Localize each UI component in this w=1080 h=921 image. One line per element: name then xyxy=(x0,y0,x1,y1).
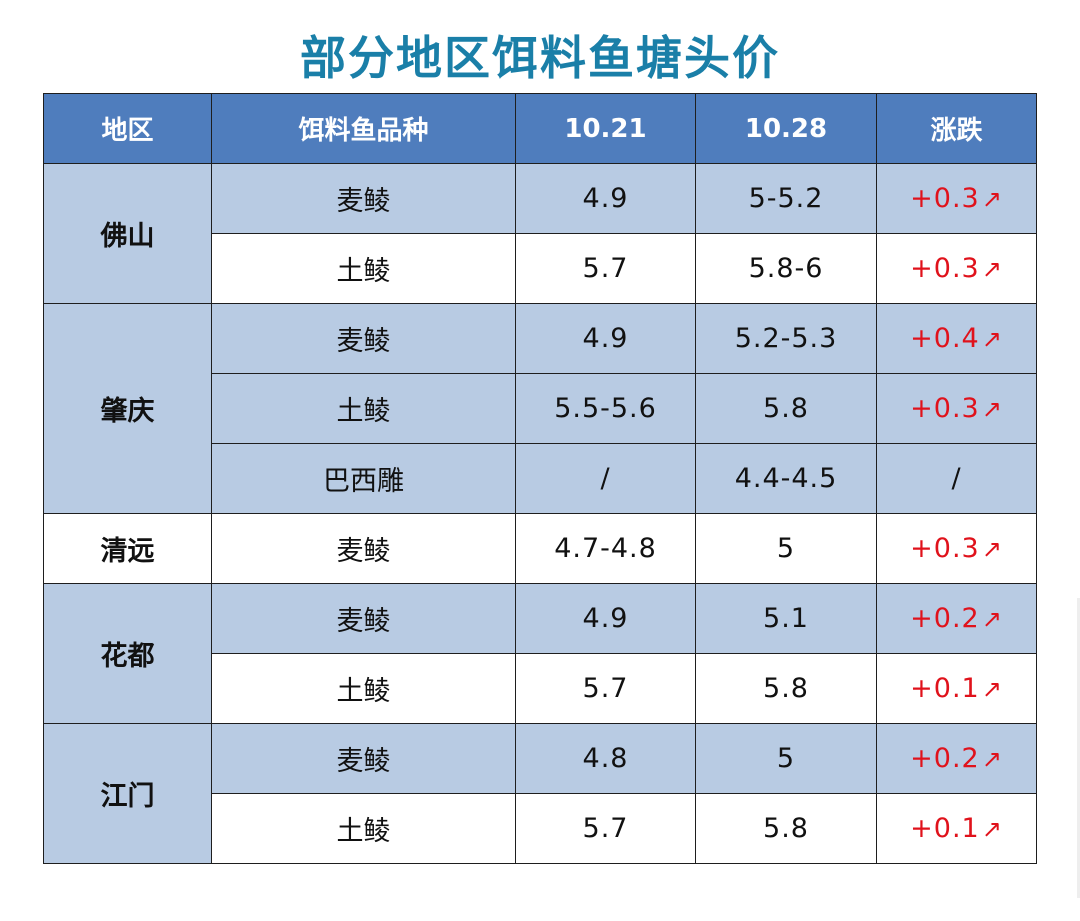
variety-cell: 麦鲮 xyxy=(211,163,516,234)
scroll-edge xyxy=(1077,598,1080,898)
price-1028-cell: 5.8 xyxy=(695,373,877,444)
price-1021-cell: 5.7 xyxy=(515,233,696,304)
region-cell: 花都 xyxy=(43,583,212,724)
arrow-up-icon: ↗ xyxy=(981,745,1003,773)
region-cell: 佛山 xyxy=(43,163,212,304)
region-cell: 清远 xyxy=(43,513,212,584)
table-row: 土鲮 5.7 5.8-6 +0.3↗ xyxy=(43,233,1037,304)
arrow-up-icon: ↗ xyxy=(981,675,1003,703)
change-cell: +0.1↗ xyxy=(876,653,1037,724)
change-value: +0.2 xyxy=(910,743,980,774)
price-1021-cell: 5.7 xyxy=(515,653,696,724)
variety-cell: 麦鲮 xyxy=(211,583,516,654)
header-region: 地区 xyxy=(43,93,212,164)
change-cell: +0.4↗ xyxy=(876,303,1037,374)
region-cell: 肇庆 xyxy=(43,303,212,514)
change-cell: +0.1↗ xyxy=(876,793,1037,864)
change-cell: +0.3↗ xyxy=(876,373,1037,444)
price-1028-cell: 5-5.2 xyxy=(695,163,877,234)
change-cell: +0.2↗ xyxy=(876,583,1037,654)
price-1021-cell: 5.5-5.6 xyxy=(515,373,696,444)
price-1028-cell: 5.8 xyxy=(695,793,877,864)
change-value: +0.3 xyxy=(910,393,980,424)
price-1028-cell: 5.2-5.3 xyxy=(695,303,877,374)
arrow-up-icon: ↗ xyxy=(981,815,1003,843)
price-1021-cell: 4.9 xyxy=(515,303,696,374)
region-cell: 江门 xyxy=(43,723,212,864)
price-1021-cell: 4.8 xyxy=(515,723,696,794)
arrow-up-icon: ↗ xyxy=(981,605,1003,633)
variety-cell: 麦鲮 xyxy=(211,303,516,374)
change-cell: +0.2↗ xyxy=(876,723,1037,794)
page-title: 部分地区饵料鱼塘头价 xyxy=(300,31,780,85)
table-row: 佛山 麦鲮 4.9 5-5.2 +0.3↗ xyxy=(43,163,1037,304)
price-1021-cell: 4.7-4.8 xyxy=(515,513,696,584)
table-row: 花都 麦鲮 4.9 5.1 +0.2↗ xyxy=(43,583,1037,724)
variety-cell: 土鲮 xyxy=(211,373,516,444)
header-variety: 饵料鱼品种 xyxy=(211,93,516,164)
price-1028-cell: 4.4-4.5 xyxy=(695,443,877,514)
arrow-up-icon: ↗ xyxy=(981,395,1003,423)
price-1021-cell: / xyxy=(515,443,696,514)
header-row: 地区 饵料鱼品种 10.21 10.28 涨跌 xyxy=(43,93,1037,164)
arrow-up-icon: ↗ xyxy=(981,255,1003,283)
price-1028-cell: 5 xyxy=(695,723,877,794)
price-1028-cell: 5.8-6 xyxy=(695,233,877,304)
price-1021-cell: 4.9 xyxy=(515,583,696,654)
arrow-up-icon: ↗ xyxy=(981,325,1003,353)
price-1028-cell: 5.8 xyxy=(695,653,877,724)
variety-cell: 土鲮 xyxy=(211,793,516,864)
change-value: +0.3 xyxy=(910,533,980,564)
change-value: +0.2 xyxy=(910,603,980,634)
price-1021-cell: 5.7 xyxy=(515,793,696,864)
change-value: +0.3 xyxy=(910,253,980,284)
variety-cell: 土鲮 xyxy=(211,233,516,304)
price-1021-cell: 4.9 xyxy=(515,163,696,234)
table-row: 清远 麦鲮 4.7-4.8 5 +0.3↗ xyxy=(43,513,1037,584)
change-cell: / xyxy=(876,443,1037,514)
price-1028-cell: 5.1 xyxy=(695,583,877,654)
change-cell: +0.3↗ xyxy=(876,233,1037,304)
change-cell: +0.3↗ xyxy=(876,163,1037,234)
header-date-1028: 10.28 xyxy=(695,93,877,164)
price-1028-cell: 5 xyxy=(695,513,877,584)
price-table: 地区 饵料鱼品种 10.21 10.28 涨跌 佛山 麦鲮 4.9 5-5.2 … xyxy=(43,93,1037,864)
table-row: 江门 麦鲮 4.8 5 +0.2↗ xyxy=(43,723,1037,864)
header-date-1021: 10.21 xyxy=(515,93,696,164)
table-row: 肇庆 麦鲮 4.9 5.2-5.3 +0.4↗ xyxy=(43,303,1037,514)
arrow-up-icon: ↗ xyxy=(981,535,1003,563)
change-value: +0.4 xyxy=(910,323,980,354)
arrow-up-icon: ↗ xyxy=(981,185,1003,213)
variety-cell: 麦鲮 xyxy=(211,513,516,584)
variety-cell: 土鲮 xyxy=(211,653,516,724)
change-value: +0.1 xyxy=(910,673,980,704)
change-value: +0.1 xyxy=(910,813,980,844)
change-cell: +0.3↗ xyxy=(876,513,1037,584)
header-change: 涨跌 xyxy=(876,93,1037,164)
change-value: +0.3 xyxy=(910,183,980,214)
variety-cell: 巴西雕 xyxy=(211,443,516,514)
variety-cell: 麦鲮 xyxy=(211,723,516,794)
